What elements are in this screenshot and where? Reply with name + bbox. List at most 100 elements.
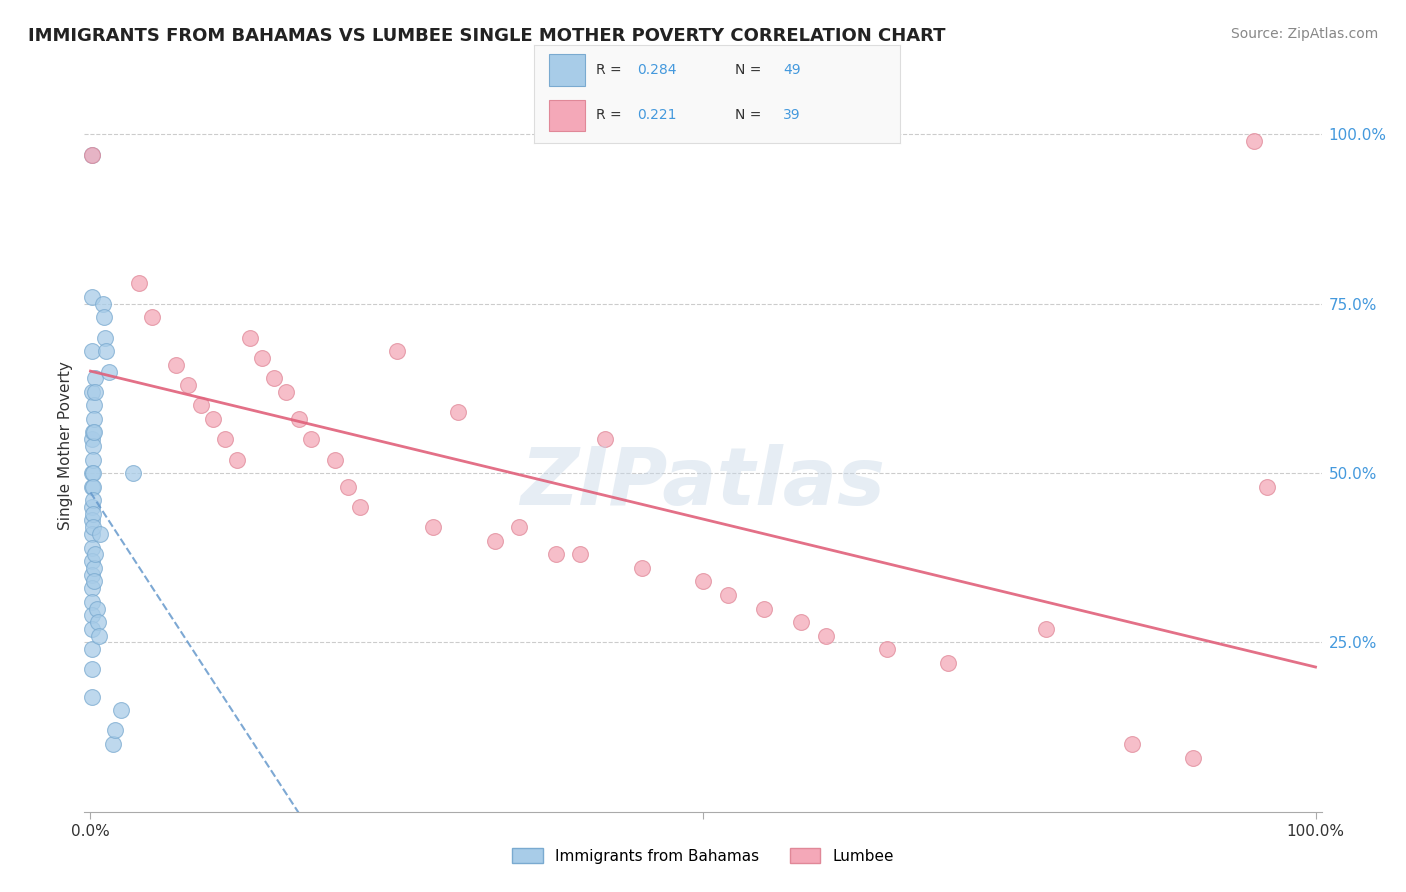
- Point: [177, 378, 200, 392]
- Text: IMMIGRANTS FROM BAHAMAS VS LUMBEE SINGLE MOTHER POVERTY CORRELATION CHART: IMMIGRANTS FROM BAHAMAS VS LUMBEE SINGLE…: [28, 27, 946, 45]
- Point: [80, 148, 103, 162]
- Point: [87, 615, 110, 629]
- Point: [80, 541, 103, 555]
- Y-axis label: Single Mother Poverty: Single Mother Poverty: [58, 361, 73, 531]
- Text: 0.284: 0.284: [637, 63, 676, 77]
- Point: [716, 588, 738, 602]
- Point: [226, 452, 249, 467]
- Point: [82, 480, 104, 494]
- Point: [80, 567, 103, 582]
- Text: N =: N =: [735, 63, 766, 77]
- Point: [82, 520, 104, 534]
- Point: [569, 547, 592, 561]
- Point: [593, 432, 616, 446]
- Point: [84, 547, 107, 561]
- Point: [814, 629, 837, 643]
- Point: [80, 148, 103, 162]
- Point: [84, 371, 107, 385]
- Point: [80, 663, 103, 677]
- Point: [336, 480, 359, 494]
- Point: [165, 358, 187, 372]
- Point: [80, 480, 103, 494]
- Point: [80, 514, 103, 528]
- Point: [83, 561, 105, 575]
- Point: [80, 466, 103, 480]
- Point: [80, 384, 103, 399]
- Point: [484, 533, 506, 548]
- Point: [110, 703, 132, 717]
- Point: [239, 331, 262, 345]
- Point: [80, 290, 103, 304]
- Point: [128, 277, 150, 291]
- Point: [96, 344, 118, 359]
- Point: [201, 412, 224, 426]
- Point: [1182, 750, 1205, 764]
- Point: [1256, 480, 1278, 494]
- Point: [80, 554, 103, 568]
- Text: R =: R =: [596, 63, 627, 77]
- Point: [250, 351, 273, 365]
- Point: [94, 331, 117, 345]
- Point: [104, 723, 127, 738]
- Point: [80, 595, 103, 609]
- Point: [544, 547, 567, 561]
- Legend: Immigrants from Bahamas, Lumbee: Immigrants from Bahamas, Lumbee: [506, 842, 900, 870]
- Point: [80, 690, 103, 704]
- Text: R =: R =: [596, 108, 627, 122]
- Point: [299, 432, 322, 446]
- Point: [287, 412, 309, 426]
- Point: [82, 493, 104, 508]
- Point: [80, 622, 103, 636]
- Point: [630, 561, 652, 575]
- Bar: [548, 100, 585, 131]
- Text: 39: 39: [783, 108, 800, 122]
- Point: [93, 310, 115, 325]
- Bar: [548, 54, 585, 86]
- Point: [692, 574, 714, 589]
- Point: [83, 574, 105, 589]
- Point: [82, 466, 104, 480]
- Point: [80, 581, 103, 595]
- Point: [190, 398, 212, 412]
- Point: [214, 432, 236, 446]
- Point: [1243, 134, 1265, 148]
- Point: [1121, 737, 1143, 751]
- Text: Source: ZipAtlas.com: Source: ZipAtlas.com: [1230, 27, 1378, 41]
- Point: [263, 371, 285, 385]
- Point: [82, 507, 104, 521]
- Point: [83, 412, 105, 426]
- Point: [87, 629, 110, 643]
- Point: [325, 452, 347, 467]
- Point: [82, 452, 104, 467]
- Point: [91, 297, 114, 311]
- Point: [385, 344, 408, 359]
- Point: [508, 520, 530, 534]
- Point: [936, 656, 959, 670]
- Point: [80, 432, 103, 446]
- Point: [86, 601, 108, 615]
- Point: [82, 425, 104, 440]
- Point: [82, 439, 104, 453]
- Point: [80, 500, 103, 514]
- Point: [876, 642, 898, 657]
- Point: [89, 527, 111, 541]
- Point: [84, 384, 107, 399]
- Point: [80, 344, 103, 359]
- Point: [790, 615, 813, 629]
- Point: [80, 527, 103, 541]
- Point: [754, 601, 776, 615]
- Point: [1035, 622, 1057, 636]
- Point: [80, 642, 103, 657]
- Point: [276, 384, 298, 399]
- Point: [447, 405, 470, 419]
- Point: [83, 398, 105, 412]
- Point: [422, 520, 444, 534]
- Point: [349, 500, 371, 514]
- Text: 0.221: 0.221: [637, 108, 676, 122]
- Text: ZIPatlas: ZIPatlas: [520, 443, 886, 522]
- Text: 49: 49: [783, 63, 800, 77]
- Text: N =: N =: [735, 108, 766, 122]
- Point: [80, 608, 103, 623]
- Point: [141, 310, 163, 325]
- Point: [101, 737, 124, 751]
